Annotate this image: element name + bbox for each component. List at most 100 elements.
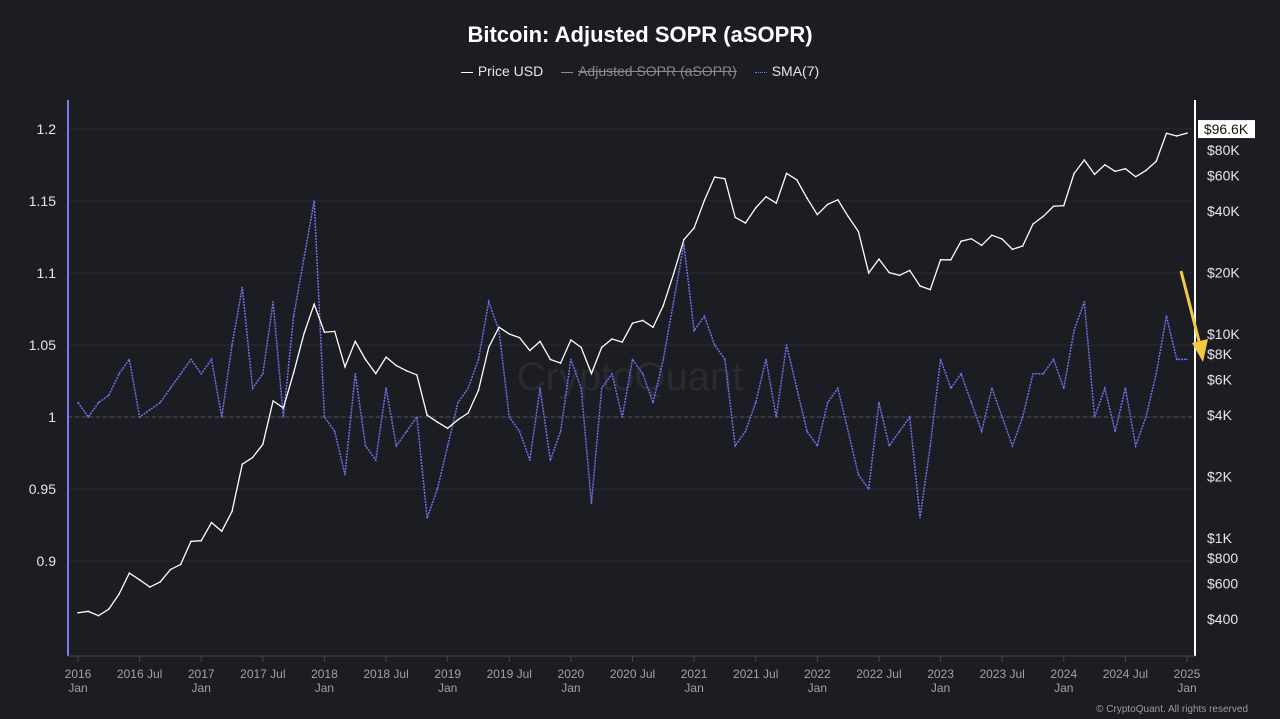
sma7-point	[683, 243, 685, 245]
y-left-tick-label: 1.15	[29, 193, 56, 209]
sma7-point	[898, 430, 901, 433]
x-tick-label: Jan	[931, 681, 950, 695]
price-point	[118, 593, 120, 595]
x-tick-label: 2020 Jul	[610, 667, 655, 681]
price-point	[1104, 164, 1106, 166]
sma7-point	[190, 358, 192, 361]
sma7-point	[405, 430, 408, 433]
y-left-tick-label: 1.1	[37, 265, 57, 281]
y-right-tick-label: $40K	[1207, 203, 1240, 219]
legend-item-asopr[interactable]: Adjusted SOPR (aSOPR)	[561, 63, 737, 79]
legend-item-sma[interactable]: SMA(7)	[754, 63, 820, 79]
price-point	[652, 326, 654, 329]
legend-swatch	[460, 71, 473, 73]
sma7-point	[149, 409, 151, 411]
y-right-tick-label: $600	[1207, 575, 1238, 591]
sma7-point	[857, 473, 860, 476]
price-point	[77, 611, 79, 614]
price-point	[559, 362, 562, 364]
sma7-point	[1021, 416, 1024, 418]
price-point	[477, 389, 480, 392]
price-point	[272, 400, 274, 402]
price-point	[220, 530, 223, 532]
sma7-point	[939, 358, 942, 361]
price-point	[898, 274, 901, 277]
sma7-point	[744, 430, 747, 433]
sma7-point	[487, 301, 490, 303]
price-point	[867, 272, 870, 274]
price-point	[878, 258, 880, 260]
sma7-point	[785, 344, 788, 346]
y-right-tick-label: $10K	[1207, 326, 1240, 342]
price-point	[333, 330, 336, 333]
sma7-point	[498, 329, 500, 332]
sma7-point	[1062, 387, 1065, 390]
legend-item-price[interactable]: Price USD	[460, 63, 543, 79]
x-tick-label: 2022	[804, 667, 831, 681]
y-left-tick-label: 1.2	[37, 121, 57, 137]
price-point	[683, 238, 685, 241]
price-point	[179, 563, 182, 566]
chart-title: Bitcoin: Adjusted SOPR (aSOPR)	[467, 22, 813, 47]
x-tick-label: 2016	[65, 667, 92, 681]
price-point	[1186, 132, 1188, 134]
sma7-point	[754, 401, 757, 404]
sma7-point	[724, 358, 726, 361]
x-tick-label: 2020	[558, 667, 585, 681]
x-tick-label: 2023	[927, 667, 954, 681]
price-point	[529, 349, 531, 352]
price-point	[292, 372, 295, 374]
sma7-point	[262, 373, 264, 375]
price-point	[1032, 223, 1034, 225]
sma7-point	[97, 401, 100, 404]
y-right-tick-label: $8K	[1207, 346, 1233, 362]
y-right-tick-label: $2K	[1207, 469, 1233, 485]
sma7-point	[621, 416, 624, 418]
price-point	[1073, 172, 1075, 175]
price-point	[621, 341, 624, 343]
sma7-point	[662, 358, 665, 361]
price-point	[251, 456, 254, 459]
x-tick-label: 2023 Jul	[979, 667, 1024, 681]
sma7-point	[570, 358, 572, 361]
sma7-point	[980, 430, 983, 433]
x-tick-label: Jan	[1177, 681, 1196, 695]
x-tick-label: 2022 Jul	[856, 667, 901, 681]
sma7-point	[138, 416, 141, 418]
price-point	[416, 374, 418, 376]
price-point	[847, 215, 849, 218]
price-point	[672, 273, 675, 275]
sma7-point	[303, 257, 305, 260]
price-point	[857, 230, 860, 233]
sma7-point	[446, 445, 449, 447]
price-point	[1145, 169, 1147, 172]
price-point	[169, 568, 172, 571]
sma7-point	[1165, 315, 1168, 318]
last-price-label: $96.6K	[1204, 121, 1249, 137]
legend-label: SMA(7)	[771, 63, 820, 79]
sma7-point	[1011, 445, 1014, 447]
sma7-point	[457, 401, 459, 404]
sma7-point	[364, 445, 367, 447]
sma7-point	[590, 502, 593, 505]
sma7-point	[169, 387, 172, 390]
price-point	[303, 333, 305, 335]
sma7-point	[292, 315, 295, 318]
price-point	[590, 372, 593, 375]
y-right-tick-label: $60K	[1207, 167, 1240, 183]
price-point	[446, 427, 449, 430]
price-point	[508, 333, 511, 335]
sma7-point	[77, 401, 79, 404]
sma7-point	[991, 387, 993, 390]
x-tick-label: 2016 Jul	[117, 667, 162, 681]
price-point	[149, 586, 151, 588]
sma7-point	[200, 373, 203, 375]
arrow-head	[1192, 339, 1208, 362]
sma7-point	[231, 344, 233, 346]
sma7-point	[210, 358, 213, 361]
price-point	[364, 358, 367, 361]
sma7-point	[703, 315, 706, 318]
price-point	[991, 234, 993, 237]
y-right-tick-label: $400	[1207, 611, 1238, 627]
sma7-point	[1114, 430, 1116, 433]
